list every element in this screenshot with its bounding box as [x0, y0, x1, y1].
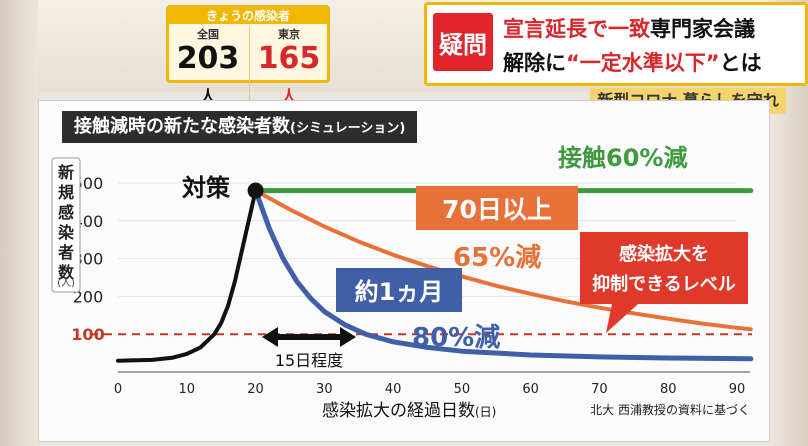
- y-axis-label-char: 規: [58, 183, 74, 202]
- series-line-1: [253, 188, 753, 332]
- headline-line-2-a: 解除に: [503, 51, 566, 75]
- source-note: 北大 西浦教授の資料に基づく: [590, 402, 750, 417]
- chart-title-main: 接触減時の新たな感染者数: [74, 116, 290, 137]
- green-series-label: 接触60%減: [558, 144, 687, 172]
- orange-period-label: 70日以上: [442, 195, 552, 224]
- blue-series-label: 80%減: [412, 323, 500, 353]
- intervention-point: [247, 182, 264, 199]
- x-tick-label: 90: [729, 382, 746, 397]
- x-tick-label: 30: [316, 382, 333, 397]
- red-callout-pointer: [606, 304, 638, 333]
- tokyo-value: 165: [257, 41, 321, 76]
- blue-period-label: 約1ヵ月: [355, 278, 444, 306]
- span-arrow-right-head: [340, 327, 356, 347]
- headline-line-1-b: 専門家会議: [650, 17, 755, 41]
- intervention-label: 対策: [182, 174, 231, 202]
- x-tick-label: 60: [522, 382, 539, 397]
- y-axis-label-char: 者: [57, 243, 74, 262]
- x-axis-label: 感染拡大の経過日数(日): [322, 401, 496, 421]
- headline-panel: 疑問 宣言延長で一致専門家会議 解除に“一定水準以下”とは: [424, 2, 808, 86]
- span-arrow-left-head: [262, 327, 278, 347]
- series-line-2: [253, 188, 754, 362]
- y-axis-label-box: [51, 157, 81, 293]
- x-tick-label: 50: [454, 382, 471, 397]
- blue-period-box: [336, 268, 462, 312]
- headline-line-1: 宣言延長で一致専門家会議: [503, 13, 755, 43]
- case-count-title: きょうの感染者: [169, 8, 327, 24]
- x-tick-label: 80: [660, 382, 677, 397]
- headline-line-1-a: 宣言延長で一致: [503, 17, 650, 41]
- x-tick-label: 0: [114, 382, 122, 397]
- span-label: 15日程度: [275, 351, 343, 370]
- question-badge: 疑問: [433, 13, 493, 71]
- tokyo-cases: 東京 165人: [249, 26, 328, 114]
- background-left: [0, 0, 38, 446]
- nationwide-value: 203: [176, 41, 240, 76]
- chart-title-suffix: (シミュレーション): [290, 121, 406, 136]
- y-axis-label-char: 数: [58, 263, 75, 282]
- y-axis-label-char: 染: [57, 223, 75, 242]
- orange-series-label: 65%減: [453, 243, 541, 273]
- y-tick-label: 200: [73, 287, 104, 306]
- red-callout-box: [580, 232, 748, 304]
- headline-line-2-c: とは: [719, 51, 762, 75]
- red-callout-line-2: 抑制できるレベル: [592, 274, 736, 295]
- nationwide-label: 全国: [197, 28, 219, 41]
- x-tick-label: 70: [591, 382, 608, 397]
- chart-title: 接触減時の新たな感染者数(シミュレーション): [62, 111, 418, 143]
- x-tick-label: 40: [385, 382, 402, 397]
- x-tick-label: 10: [179, 382, 196, 397]
- headline-line-2-b: “一定水準以下”: [566, 51, 720, 75]
- red-callout-line-1: 感染拡大を: [619, 243, 709, 265]
- x-tick-label: 20: [247, 382, 264, 397]
- y-axis-label-char: 新: [58, 163, 74, 182]
- y-axis-unit: (人): [57, 277, 75, 289]
- series-line-3: [116, 188, 258, 363]
- orange-period-box: [416, 186, 578, 230]
- headline-line-2: 解除に“一定水準以下”とは: [503, 47, 762, 77]
- reference-line-label: 100: [71, 325, 104, 344]
- tokyo-label: 東京: [278, 28, 300, 41]
- y-axis-label-char: 感: [58, 203, 74, 222]
